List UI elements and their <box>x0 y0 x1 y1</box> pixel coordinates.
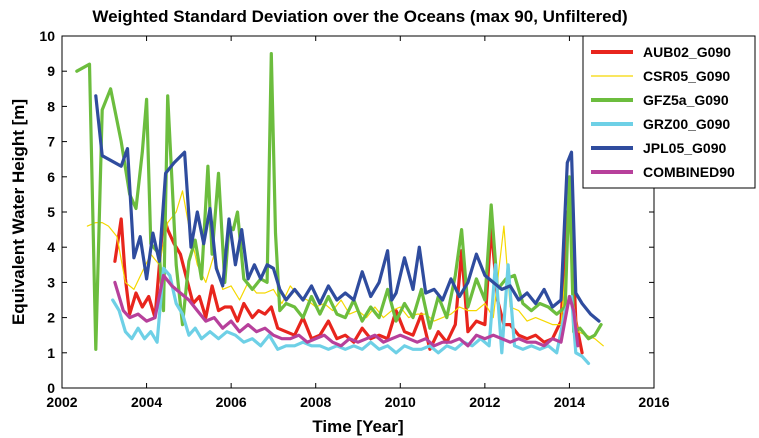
x-axis-label: Time [Year] <box>312 417 403 436</box>
y-tick-label: 2 <box>47 310 55 326</box>
y-axis: 0 1 2 3 4 5 6 7 8 9 10 <box>39 28 654 396</box>
legend-entry: CSR05_G090 <box>643 68 730 84</box>
legend-entry: JPL05_G090 <box>643 140 726 156</box>
series-line-combined90 <box>113 273 580 348</box>
legend-entry: COMBINED90 <box>643 164 735 180</box>
y-axis-label: Equivalent Water Height [m] <box>9 99 28 325</box>
x-tick-label: 2006 <box>216 394 247 410</box>
legend-entry: GRZ00_G090 <box>643 116 730 132</box>
x-tick-label: 2004 <box>131 394 162 410</box>
x-tick-label: 2010 <box>385 394 416 410</box>
series-layer <box>75 51 604 365</box>
y-tick-label: 6 <box>47 169 55 185</box>
legend-entry: AUB02_G090 <box>643 44 731 60</box>
y-tick-label: 4 <box>47 239 55 255</box>
x-tick-label: 2002 <box>46 394 77 410</box>
series-line-jpl05-g090 <box>94 94 601 323</box>
y-tick-label: 1 <box>47 345 55 361</box>
x-tick-label: 2008 <box>300 394 331 410</box>
series-line-csr05-g090 <box>86 190 604 347</box>
y-tick-label: 10 <box>39 28 55 44</box>
y-tick-label: 8 <box>47 98 55 114</box>
x-tick-label: 2016 <box>638 394 669 410</box>
chart-title: Weighted Standard Deviation over the Oce… <box>92 7 627 26</box>
y-tick-label: 7 <box>47 134 55 150</box>
x-tick-label: 2012 <box>469 394 500 410</box>
legend: AUB02_G090 CSR05_G090 GFZ5a_G090 GRZ00_G090… <box>582 35 756 189</box>
y-tick-label: 9 <box>47 63 55 79</box>
legend-entry: GFZ5a_G090 <box>643 92 729 108</box>
legend-box <box>582 35 756 189</box>
y-tick-label: 3 <box>47 274 55 290</box>
y-tick-label: 5 <box>47 204 55 220</box>
series-line-grz00-g090 <box>111 263 591 365</box>
x-axis: 2002 2004 2006 2008 2010 2012 2014 2016 <box>46 36 670 410</box>
y-tick-label: 0 <box>47 380 55 396</box>
x-tick-label: 2014 <box>554 394 585 410</box>
